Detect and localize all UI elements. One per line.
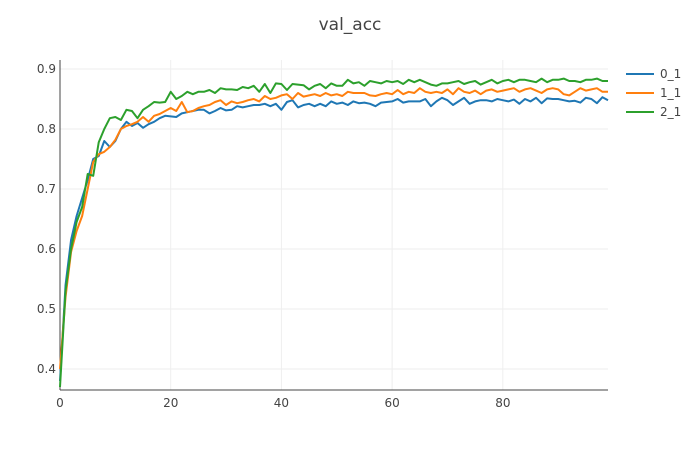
y-tick-label: 0.7 bbox=[37, 182, 56, 196]
axes: 0 20 40 60 80 0.4 0.5 0.6 0.7 0.8 0.9 bbox=[37, 60, 608, 410]
chart-title: val_acc bbox=[319, 15, 382, 35]
x-tick-label: 20 bbox=[163, 396, 178, 410]
y-tick-label: 0.6 bbox=[37, 242, 56, 256]
series-lines bbox=[59, 77, 609, 388]
legend-label-1_1: 1_1 bbox=[660, 86, 681, 100]
x-tick-label: 0 bbox=[56, 396, 64, 410]
legend-label-2_1: 2_1 bbox=[660, 105, 681, 119]
x-tick-label: 40 bbox=[274, 396, 289, 410]
y-tick-label: 0.5 bbox=[37, 302, 56, 316]
series-line-0_1 bbox=[59, 96, 609, 382]
series-line-1_1 bbox=[59, 87, 608, 370]
y-tick-label: 0.4 bbox=[37, 362, 56, 376]
series-line-2_1 bbox=[59, 77, 608, 388]
x-tick-label: 60 bbox=[384, 396, 399, 410]
x-tick-label: 80 bbox=[495, 396, 510, 410]
y-tick-label: 0.8 bbox=[37, 122, 56, 136]
grid bbox=[60, 60, 608, 390]
y-tick-label: 0.9 bbox=[37, 62, 56, 76]
legend: 0_1 1_1 2_1 bbox=[626, 67, 681, 119]
legend-label-0_1: 0_1 bbox=[660, 67, 681, 81]
